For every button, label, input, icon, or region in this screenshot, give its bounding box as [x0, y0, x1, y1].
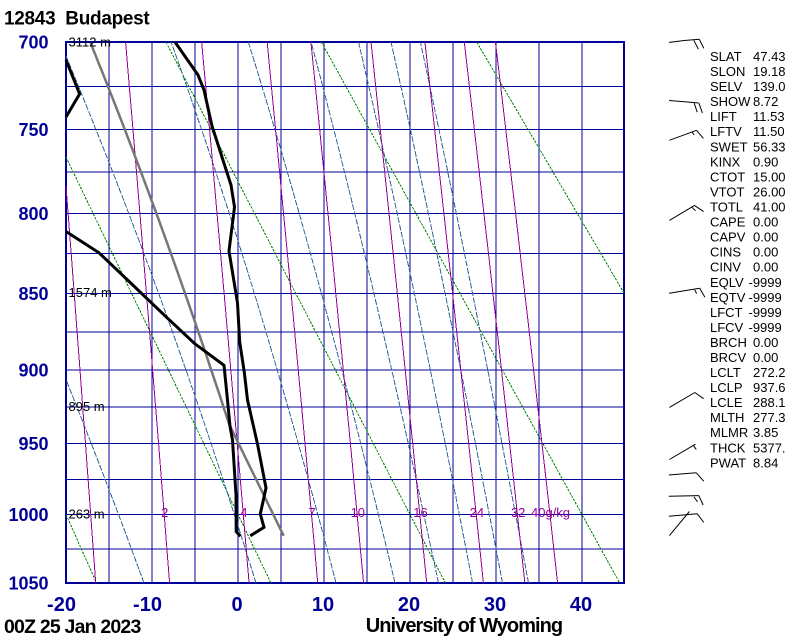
svg-text:800: 800: [18, 204, 48, 224]
svg-text:LFCT: LFCT: [710, 305, 743, 320]
svg-text:VTOT: VTOT: [710, 185, 744, 200]
svg-text:LFCV: LFCV: [710, 320, 744, 335]
svg-text:00Z 25 Jan 2023: 00Z 25 Jan 2023: [4, 616, 141, 638]
svg-text:LCLE: LCLE: [710, 395, 743, 410]
svg-text:BRCH: BRCH: [710, 335, 747, 350]
svg-text:TOTL: TOTL: [710, 200, 743, 215]
svg-text:3.85: 3.85: [753, 425, 778, 440]
svg-text:LCLT: LCLT: [710, 365, 741, 380]
svg-text:0.00: 0.00: [753, 245, 778, 260]
svg-text:11.50: 11.50: [753, 124, 785, 139]
svg-text:0.00: 0.00: [753, 350, 778, 365]
svg-text:LIFT: LIFT: [710, 109, 737, 124]
svg-text:University of Wyoming: University of Wyoming: [366, 615, 562, 637]
svg-text:LCLP: LCLP: [710, 380, 743, 395]
svg-text:47.43: 47.43: [753, 49, 786, 64]
svg-text:15.00: 15.00: [753, 169, 786, 184]
svg-text:7: 7: [308, 505, 315, 520]
svg-text:10: 10: [351, 505, 365, 520]
svg-text:56.33: 56.33: [753, 139, 786, 154]
svg-text:0.90: 0.90: [753, 154, 778, 169]
svg-text:950: 950: [18, 434, 48, 454]
svg-text:1574 m: 1574 m: [69, 285, 112, 300]
svg-text:CTOT: CTOT: [710, 169, 745, 184]
svg-text:MLMR: MLMR: [710, 425, 748, 440]
svg-text:MLTH: MLTH: [710, 410, 744, 425]
svg-text:-9999: -9999: [749, 275, 782, 290]
svg-text:700: 700: [18, 33, 48, 53]
svg-text:CINS: CINS: [710, 245, 741, 260]
svg-text:-9999: -9999: [749, 290, 782, 305]
svg-text:SHOW: SHOW: [710, 94, 751, 109]
svg-text:0.00: 0.00: [753, 335, 778, 350]
svg-text:BRCV: BRCV: [710, 350, 746, 365]
svg-text:EQLV: EQLV: [710, 275, 744, 290]
svg-text:0.00: 0.00: [753, 260, 778, 275]
svg-text:5377.: 5377.: [753, 440, 786, 455]
svg-text:CAPE: CAPE: [710, 215, 746, 230]
svg-text:EQTV: EQTV: [710, 290, 746, 305]
svg-text:THCK: THCK: [710, 440, 746, 455]
svg-text:4: 4: [240, 505, 247, 520]
svg-text:19.18: 19.18: [753, 64, 786, 79]
svg-text:30: 30: [484, 594, 506, 616]
svg-text:-9999: -9999: [749, 305, 782, 320]
svg-text:-10: -10: [133, 594, 162, 616]
svg-text:-20: -20: [47, 594, 76, 616]
svg-text:SLON: SLON: [710, 64, 745, 79]
svg-text:40: 40: [570, 594, 592, 616]
svg-text:8.72: 8.72: [753, 94, 778, 109]
svg-text:SWET: SWET: [710, 139, 748, 154]
svg-text:0.00: 0.00: [753, 215, 778, 230]
svg-text:937.6: 937.6: [753, 380, 786, 395]
svg-text:32: 32: [511, 505, 525, 520]
svg-text:0: 0: [231, 594, 242, 616]
svg-text:SELV: SELV: [710, 79, 743, 94]
svg-text:1000: 1000: [8, 505, 48, 525]
svg-text:PWAT: PWAT: [710, 455, 746, 470]
svg-text:2: 2: [161, 505, 168, 520]
svg-text:40g/kg: 40g/kg: [531, 505, 570, 520]
svg-text:1050: 1050: [8, 574, 48, 594]
svg-text:277.3: 277.3: [753, 410, 786, 425]
svg-text:12843 Budapest: 12843 Budapest: [4, 9, 150, 30]
svg-text:0.00: 0.00: [753, 230, 778, 245]
svg-text:272.2: 272.2: [753, 365, 786, 380]
svg-text:263 m: 263 m: [69, 506, 105, 521]
svg-text:20: 20: [398, 594, 420, 616]
svg-text:3112 m: 3112 m: [69, 34, 111, 49]
svg-text:CAPV: CAPV: [710, 230, 746, 245]
svg-text:-9999: -9999: [749, 320, 782, 335]
svg-text:900: 900: [18, 360, 48, 380]
svg-text:8.84: 8.84: [753, 455, 778, 470]
svg-text:KINX: KINX: [710, 154, 741, 169]
svg-text:850: 850: [18, 284, 48, 304]
svg-text:288.1: 288.1: [753, 395, 786, 410]
svg-text:26.00: 26.00: [753, 185, 786, 200]
svg-text:SLAT: SLAT: [710, 49, 742, 64]
svg-text:16: 16: [413, 505, 427, 520]
svg-text:24: 24: [470, 505, 484, 520]
svg-text:LFTV: LFTV: [710, 124, 742, 139]
svg-text:41.00: 41.00: [753, 200, 786, 215]
svg-text:10: 10: [312, 594, 334, 616]
svg-text:750: 750: [18, 120, 48, 140]
svg-text:11.53: 11.53: [753, 109, 785, 124]
svg-text:CINV: CINV: [710, 260, 741, 275]
svg-text:895 m: 895 m: [69, 399, 105, 414]
svg-text:139.0: 139.0: [753, 79, 786, 94]
